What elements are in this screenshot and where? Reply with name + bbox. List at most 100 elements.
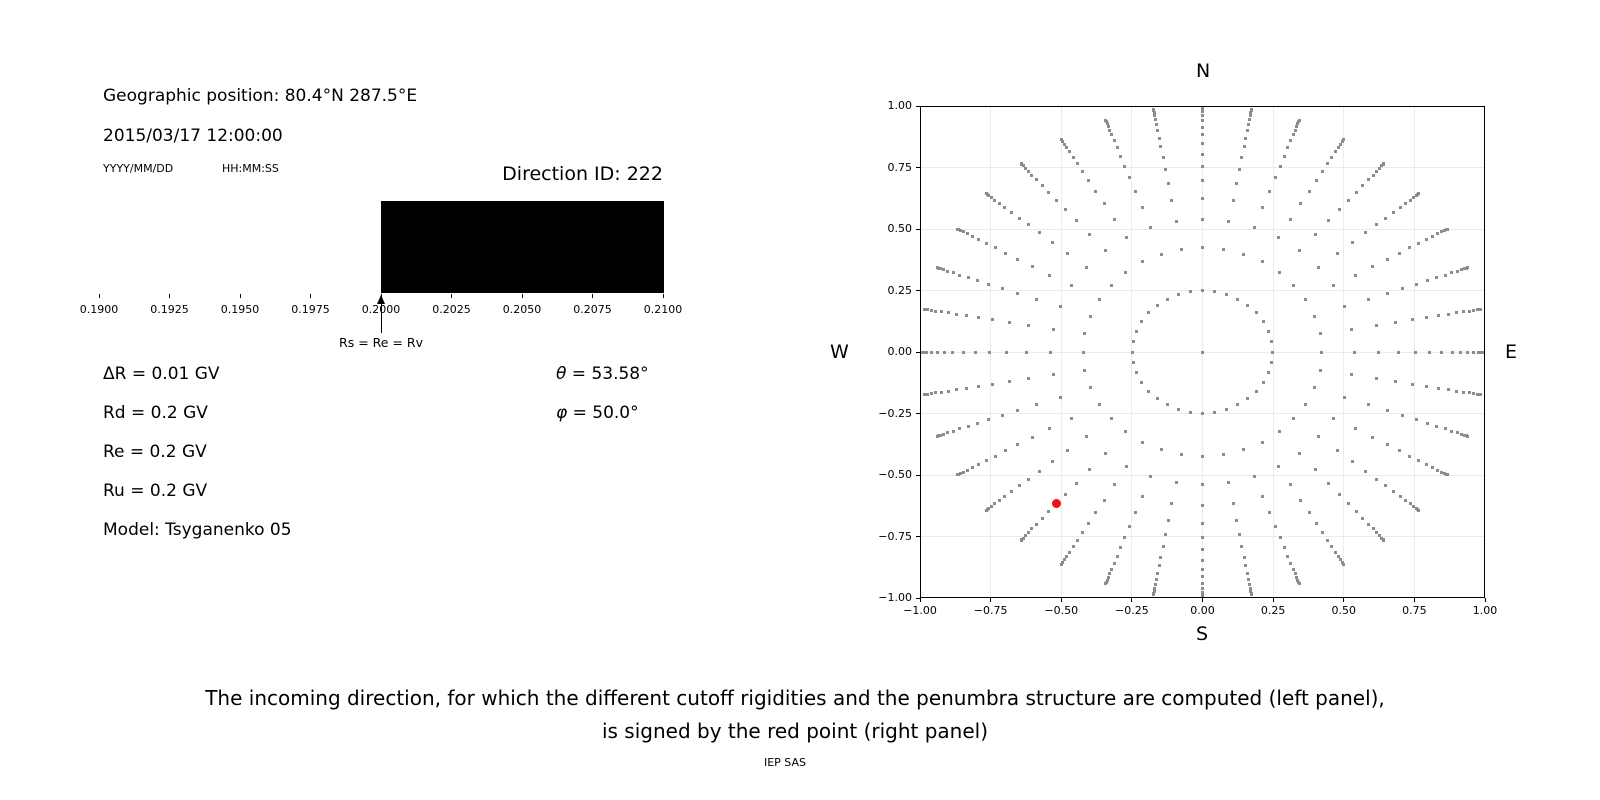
data-dot <box>1382 538 1386 542</box>
data-dot <box>1201 133 1204 137</box>
data-dot <box>1313 386 1317 390</box>
data-dot <box>1201 107 1204 108</box>
x-axis-tick-label: 0.00 <box>1190 604 1215 617</box>
data-dot <box>1282 546 1286 550</box>
y-axis-tick <box>916 290 920 291</box>
data-dot <box>1248 586 1252 590</box>
data-dot <box>1371 527 1375 531</box>
data-dot <box>1291 133 1295 137</box>
data-dot <box>1236 403 1240 407</box>
compass-label-south: S <box>1196 623 1209 645</box>
y-axis-tick-label: 0.75 <box>887 160 913 174</box>
data-dot <box>1112 139 1116 143</box>
data-dot <box>965 386 969 390</box>
data-dot <box>1304 298 1308 302</box>
data-dot <box>1295 124 1299 128</box>
data-dot <box>1446 388 1450 392</box>
data-dot <box>1201 521 1204 525</box>
data-dot <box>1248 114 1252 118</box>
data-dot <box>1354 510 1358 514</box>
data-dot <box>1177 293 1181 297</box>
data-dot <box>1076 162 1080 166</box>
data-dot <box>1157 564 1161 568</box>
data-dot <box>1201 504 1204 508</box>
data-dot <box>929 392 933 396</box>
data-dot <box>1342 563 1346 567</box>
x-axis-tick-label: 0.50 <box>1331 604 1357 617</box>
x-axis-tick <box>1413 598 1415 602</box>
data-dot <box>1201 454 1204 458</box>
data-dot <box>1338 142 1342 146</box>
data-dot <box>1408 198 1412 202</box>
grid-line-horizontal <box>921 598 1485 599</box>
data-dot <box>1201 119 1204 123</box>
data-dot <box>1087 232 1091 236</box>
data-dot <box>1266 371 1270 375</box>
penumbra-tick-label: 0.2100 <box>643 303 683 316</box>
data-dot <box>1351 240 1355 244</box>
data-dot <box>951 350 955 354</box>
data-dot <box>1213 410 1217 414</box>
grid-line-vertical <box>1343 107 1345 597</box>
data-dot <box>1037 469 1041 473</box>
data-dot <box>1201 593 1204 597</box>
data-dot <box>1166 518 1170 522</box>
y-axis-tick-label: 0.00 <box>887 345 913 358</box>
data-dot <box>1424 462 1428 466</box>
data-dot <box>1040 516 1044 520</box>
data-dot <box>997 498 1001 502</box>
data-dot <box>984 192 988 196</box>
data-dot <box>1125 464 1129 468</box>
data-dot <box>1298 249 1302 253</box>
data-dot <box>1149 226 1153 230</box>
data-dot <box>1024 350 1028 354</box>
data-dot <box>1112 561 1116 565</box>
data-dot <box>1430 466 1434 469</box>
data-dot <box>1026 169 1030 173</box>
data-dot <box>1417 241 1421 245</box>
data-dot <box>1475 308 1479 312</box>
param-re: Re = 0.2 GV <box>103 442 207 462</box>
data-dot <box>1410 318 1414 322</box>
data-dot <box>1261 381 1265 385</box>
data-dot <box>1058 395 1062 399</box>
param-ru: Ru = 0.2 GV <box>103 481 208 501</box>
data-dot <box>1048 427 1052 431</box>
data-dot <box>1135 371 1139 375</box>
data-dot <box>922 393 926 397</box>
data-dot <box>1332 416 1336 420</box>
data-dot <box>1340 560 1344 564</box>
data-dot <box>1054 198 1058 202</box>
data-dot <box>1059 137 1063 141</box>
penumbra-axis-tick <box>521 294 523 298</box>
data-dot <box>962 470 966 474</box>
data-dot <box>1325 538 1329 542</box>
data-dot <box>1408 502 1412 506</box>
data-dot <box>1040 184 1044 188</box>
data-dot <box>1201 590 1204 594</box>
data-dot <box>1074 219 1078 223</box>
grid-line-horizontal <box>921 228 1484 230</box>
data-dot <box>1378 534 1382 538</box>
data-dot <box>997 202 1001 205</box>
data-dot <box>921 350 925 354</box>
x-axis-tick <box>919 598 921 602</box>
data-dot <box>1333 550 1337 554</box>
data-dot <box>1009 210 1013 214</box>
data-dot <box>1106 576 1110 580</box>
data-dot <box>993 454 997 458</box>
data-dot <box>1035 297 1039 301</box>
data-dot <box>1201 575 1204 579</box>
data-dot <box>1153 114 1157 118</box>
y-axis-tick <box>916 105 920 107</box>
data-dot <box>1242 555 1246 559</box>
data-dot <box>1130 350 1134 354</box>
data-dot <box>1466 350 1470 354</box>
data-dot <box>1296 122 1300 126</box>
data-dot <box>1273 176 1277 180</box>
data-dot <box>991 382 995 386</box>
data-dot <box>1221 248 1225 252</box>
data-dot <box>1278 536 1282 540</box>
data-dot <box>1244 564 1248 568</box>
data-dot <box>1336 554 1340 558</box>
